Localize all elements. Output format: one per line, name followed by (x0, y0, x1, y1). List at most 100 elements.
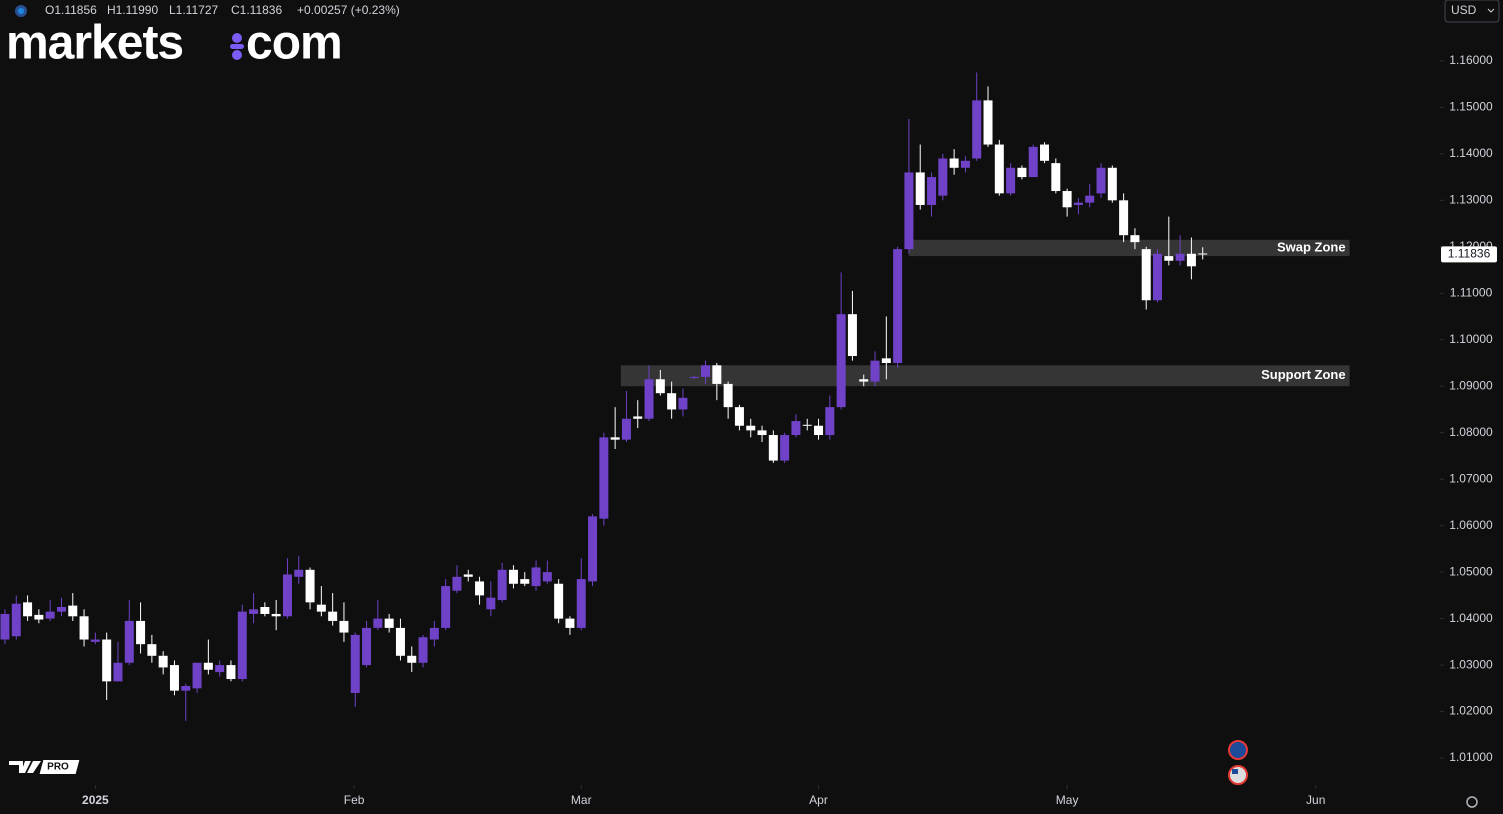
candle-body (23, 602, 33, 617)
x-tick-label: 2025 (82, 793, 109, 807)
candle-body (215, 665, 225, 673)
candle-body (904, 172, 914, 250)
pro-badge: PRO (47, 762, 69, 773)
us-event-icon[interactable] (1228, 765, 1248, 785)
zone (620, 365, 1350, 387)
candle-body (407, 655, 417, 663)
x-tick-label: Feb (344, 793, 365, 807)
candle-body (1051, 163, 1061, 192)
brand-dot (232, 50, 242, 60)
candle-body (802, 424, 812, 426)
candle-body (633, 416, 643, 419)
candle-body (542, 572, 552, 582)
candle-body (588, 516, 598, 582)
candle-body (847, 314, 857, 357)
y-tick-label: 1.04000 (1449, 611, 1493, 625)
candle-body (452, 576, 462, 591)
candle-body (814, 425, 824, 436)
y-tick-label: 1.16000 (1449, 53, 1493, 67)
candle-body (1006, 167, 1016, 194)
candle-body (192, 662, 202, 689)
candle-body (1107, 167, 1117, 201)
candle-body (565, 618, 575, 628)
readout-item: O1.11856 (45, 3, 97, 17)
last-price-tag (1441, 246, 1497, 263)
y-tick-label: 1.11000 (1450, 285, 1493, 299)
candle-body (576, 579, 586, 628)
currency-label[interactable]: USD (1451, 3, 1477, 17)
candle-body (949, 158, 959, 168)
zone-label: Support Zone (1261, 367, 1346, 382)
candle-body (915, 172, 925, 205)
candle-body (554, 583, 564, 619)
candle-body (825, 407, 835, 436)
candle-body (373, 618, 383, 628)
candle-body (927, 177, 937, 205)
brand-dot (232, 33, 242, 43)
candle-body (260, 606, 270, 614)
candle-body (305, 569, 315, 603)
candle-body (203, 662, 213, 670)
candle-body (1096, 167, 1106, 194)
us-flag-canton (1232, 769, 1238, 774)
candle-body (1040, 144, 1050, 161)
candle-body (655, 379, 665, 394)
candle-body (520, 579, 530, 584)
y-tick-label: 1.07000 (1449, 471, 1493, 485)
candle-body (418, 637, 428, 663)
candle-body (271, 613, 281, 617)
candle-body (497, 569, 507, 601)
y-tick-label: 1.14000 (1449, 146, 1493, 160)
zone (908, 239, 1350, 257)
candle-body (1141, 249, 1151, 301)
candle-body (68, 605, 78, 617)
candle-body (56, 606, 66, 612)
candle-body (124, 620, 134, 663)
candle-body (983, 100, 993, 145)
y-tick-label: 1.03000 (1449, 657, 1493, 671)
y-tick-label: 1.13000 (1449, 192, 1493, 206)
candle-body (836, 314, 846, 408)
candle-body (339, 620, 349, 633)
readout-item: C1.11836 (231, 3, 282, 17)
candle-body (1130, 235, 1140, 243)
currency-select[interactable] (1444, 0, 1500, 23)
symbol-icon-inner (18, 8, 24, 14)
eu-event-icon[interactable] (1228, 740, 1248, 760)
readout-item: +0.00257 (+0.23%) (297, 3, 400, 17)
brand-right: com (246, 17, 342, 70)
candle-body (994, 144, 1004, 194)
y-tick-label: 1.09000 (1449, 378, 1493, 392)
candle-body (667, 393, 677, 410)
candle-body (0, 613, 10, 640)
candle-body (960, 160, 970, 168)
candle-body (870, 360, 880, 382)
candle-body (1119, 200, 1129, 236)
candle-body (1198, 253, 1208, 255)
candle-body (746, 425, 756, 431)
settings-icon[interactable] (1466, 796, 1478, 808)
candle-body (1164, 256, 1174, 261)
candle-body (486, 597, 496, 610)
candle-body (621, 418, 631, 440)
candle-body (723, 383, 733, 408)
candle-body (350, 634, 360, 693)
candle-body (1085, 195, 1095, 203)
y-tick-label: 1.10000 (1449, 332, 1493, 346)
candle-body (113, 662, 123, 682)
candle-body (1062, 191, 1072, 208)
candle-body (893, 249, 903, 363)
y-tick-label: 1.08000 (1449, 425, 1493, 439)
x-tick-label: May (1056, 793, 1079, 807)
candle-body (237, 611, 247, 680)
candle-body (1186, 253, 1196, 267)
y-tick-label: 1.02000 (1449, 704, 1493, 718)
candle-body (1073, 202, 1083, 205)
last-price-label: 1.11836 (1448, 247, 1491, 261)
candle-body (181, 686, 191, 691)
y-tick-label: 1.05000 (1449, 564, 1493, 578)
candle-body (757, 430, 767, 436)
candle-body (1175, 253, 1185, 261)
candle-body (531, 567, 541, 587)
